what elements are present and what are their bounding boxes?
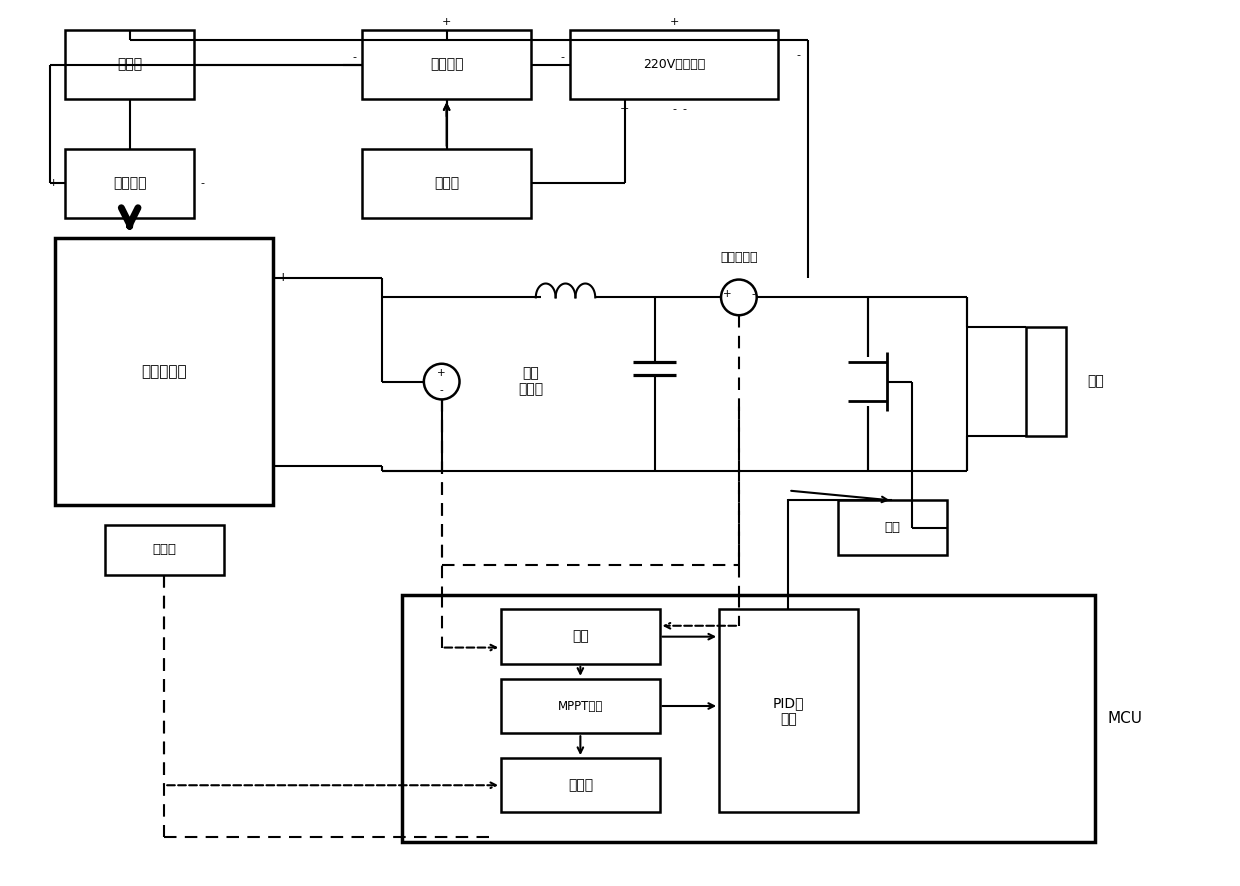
Text: 触发器: 触发器 xyxy=(117,58,143,72)
Bar xyxy=(402,595,1095,843)
Bar xyxy=(719,610,858,812)
Text: -: - xyxy=(281,459,285,472)
Text: +: + xyxy=(48,178,58,189)
Bar xyxy=(66,149,193,218)
Text: 220V交流电源: 220V交流电源 xyxy=(644,58,706,71)
Bar xyxy=(838,501,947,555)
Bar xyxy=(501,610,660,664)
Text: +: + xyxy=(278,271,289,284)
Bar xyxy=(56,238,273,505)
Text: +: + xyxy=(723,290,732,299)
Text: 高压氙灯: 高压氙灯 xyxy=(113,176,146,190)
Text: 电压
传感器: 电压 传感器 xyxy=(518,367,543,397)
Text: MCU: MCU xyxy=(1107,711,1143,726)
Bar xyxy=(362,149,531,218)
Text: -: - xyxy=(352,51,357,62)
Text: +: + xyxy=(670,17,680,27)
Text: 驱动: 驱动 xyxy=(884,521,900,534)
Bar xyxy=(105,525,223,575)
Text: 负载: 负载 xyxy=(1087,375,1104,389)
Bar xyxy=(501,679,660,734)
Bar xyxy=(1027,327,1065,436)
Text: 调光器: 调光器 xyxy=(434,176,459,190)
Text: PID控
制器: PID控 制器 xyxy=(773,696,805,726)
Text: MPPT算法: MPPT算法 xyxy=(558,700,603,712)
Text: -: - xyxy=(200,178,203,189)
Text: +: + xyxy=(438,368,446,377)
Text: +: + xyxy=(441,17,451,27)
Bar xyxy=(362,30,531,99)
Text: -: - xyxy=(682,105,687,114)
Bar xyxy=(570,30,779,99)
Text: -: - xyxy=(751,290,755,299)
Text: 功率: 功率 xyxy=(572,630,589,643)
Text: -: - xyxy=(672,105,677,114)
Text: -: - xyxy=(560,51,564,62)
Text: -: - xyxy=(796,50,800,59)
Text: 光伏电池板: 光伏电池板 xyxy=(141,364,187,379)
Text: -: - xyxy=(440,385,444,395)
Bar xyxy=(501,758,660,812)
Text: +: + xyxy=(620,105,630,114)
Text: 光度计: 光度计 xyxy=(153,543,176,556)
Text: 衰减率: 衰减率 xyxy=(568,778,593,792)
Bar xyxy=(66,30,193,99)
Text: 稳压电源: 稳压电源 xyxy=(430,58,464,72)
Text: 电流传感器: 电流传感器 xyxy=(720,252,758,264)
